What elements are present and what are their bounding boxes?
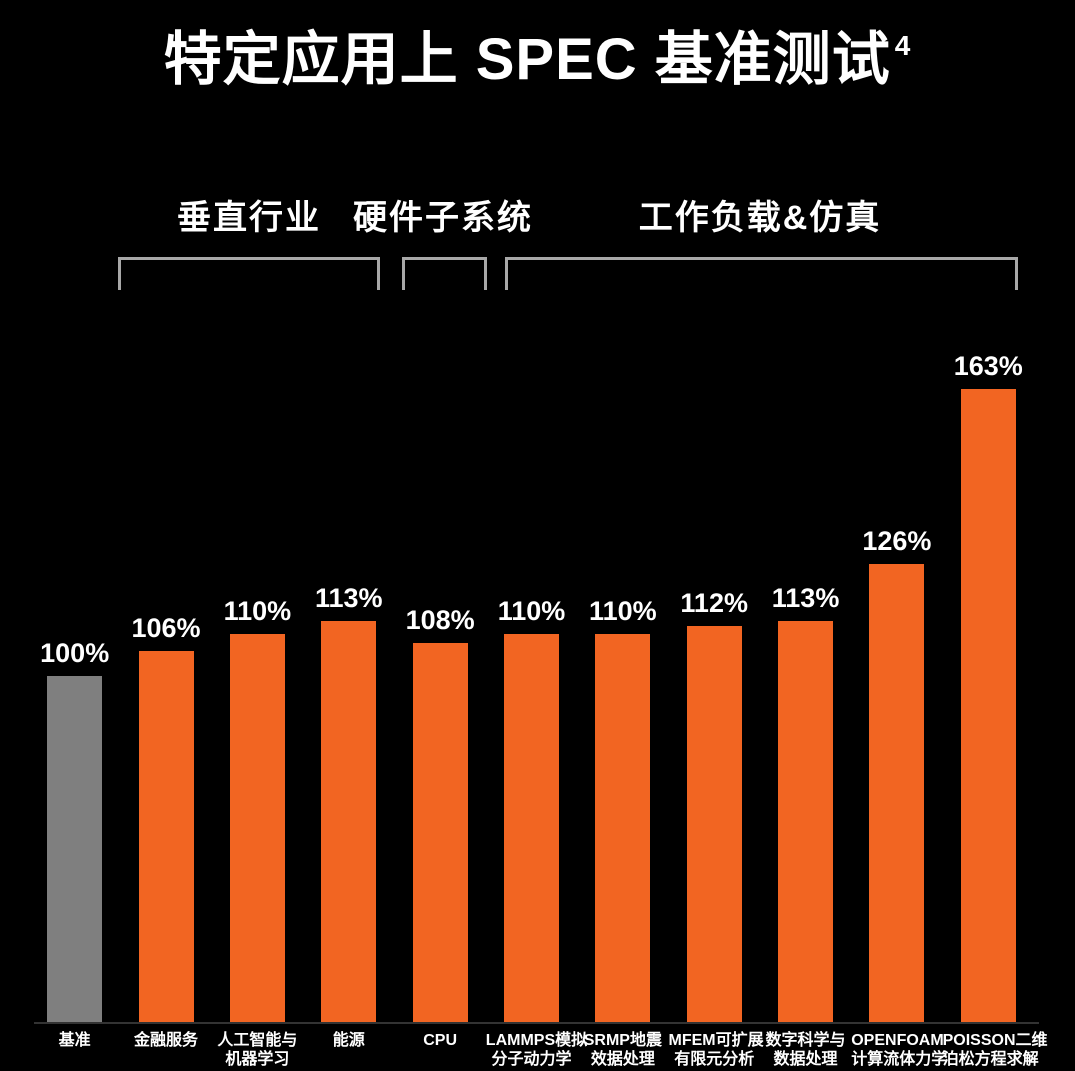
group-label-workloads-simulation: 工作负载&仿真 <box>638 199 882 237</box>
bar-value-label: 113% <box>771 583 840 613</box>
bar-column: 110% <box>486 340 577 1022</box>
bar-category-label: 数字科学与 数据处理 <box>765 1032 846 1068</box>
bar-category-label: POISSON二维 泊松方程求解 <box>942 1032 1048 1068</box>
bar-category-label: OPENFOAM 计算流体力学 <box>851 1032 948 1068</box>
bar-baseline <box>47 676 103 1022</box>
bar <box>869 564 925 1022</box>
bar-category-label: 金融服务 <box>134 1032 199 1049</box>
bar <box>595 634 651 1022</box>
bar <box>960 389 1016 1022</box>
bar-chart: 100% 106% 110% 113% 108% 110% 110% 112% 113% 126%… <box>29 340 1034 1022</box>
footnote-superscript: 4 <box>894 30 912 61</box>
category-axis-labels: 基准 金融服务 人工智能与 机器学习 能源 CPU LAMMPS模拟 分子动力学 SRMP地… <box>29 1031 1048 1069</box>
bar-value-label: 110% <box>223 596 292 626</box>
chart-title: 特定应用上 SPEC 基准测试 4 <box>0 12 1075 96</box>
group-label-hardware-subsystem: 硬件子系统 <box>353 199 533 237</box>
bar <box>778 621 834 1022</box>
bar-column: 100% <box>29 340 120 1022</box>
bar-category-label: 人工智能与 机器学习 <box>217 1032 298 1068</box>
bar <box>229 634 285 1022</box>
baseline-axis-line <box>34 1022 1039 1024</box>
bar-value-label: 126% <box>862 526 932 556</box>
group-bracket-hardware-subsystem <box>402 257 487 290</box>
bar <box>412 643 468 1022</box>
bar-category-label: CPU <box>423 1032 457 1049</box>
bar <box>138 651 194 1022</box>
bar-category-label: 基准 <box>58 1032 91 1049</box>
bar-category-label: MFEM可扩展 有限元分析 <box>668 1032 764 1068</box>
bar-column: 112% <box>669 340 760 1022</box>
group-label-vertical-industries: 垂直行业 <box>177 199 321 237</box>
bar-column: 126% <box>851 340 942 1022</box>
bar-column: 110% <box>212 340 303 1022</box>
bar-value-label: 110% <box>497 596 566 626</box>
bar-category-label: SRMP地震 效据处理 <box>583 1032 662 1068</box>
bar-column: 106% <box>120 340 211 1022</box>
bar-value-label: 113% <box>314 583 383 613</box>
bar <box>503 634 559 1022</box>
bar-column: 108% <box>394 340 485 1022</box>
bar-column: 113% <box>760 340 851 1022</box>
bar-column: 163% <box>943 340 1034 1022</box>
bar-column: 110% <box>577 340 668 1022</box>
bar-column: 113% <box>303 340 394 1022</box>
bar-value-label: 112% <box>680 588 748 618</box>
chart-title-text: 特定应用上 SPEC 基准测试 <box>163 27 891 92</box>
group-bracket-workloads-simulation <box>505 257 1018 290</box>
bar-value-label: 163% <box>953 351 1023 381</box>
bar-value-label: 106% <box>131 613 201 643</box>
bar <box>321 621 377 1022</box>
bar-category-label: 能源 <box>332 1032 365 1049</box>
group-bracket-vertical-industries <box>118 257 380 290</box>
bar-category-label: LAMMPS模拟 分子动力学 <box>485 1032 588 1068</box>
bar <box>686 626 742 1022</box>
bar-value-label: 110% <box>589 596 657 626</box>
bar-value-label: 108% <box>405 605 475 635</box>
bar-value-label: 100% <box>40 638 110 668</box>
